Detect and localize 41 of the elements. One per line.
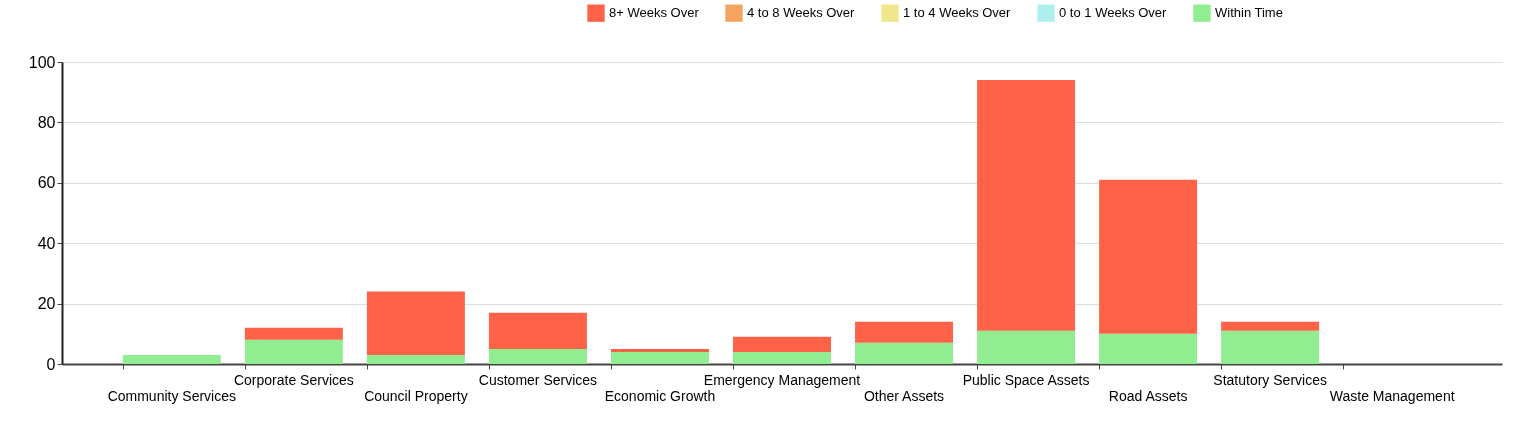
- bar: [610, 348, 709, 352]
- bar: [244, 327, 343, 340]
- bar: [855, 321, 954, 343]
- bar: [122, 354, 221, 364]
- bar: [1221, 321, 1320, 331]
- legend-label: 0 to 1 Weeks Over: [1059, 5, 1168, 21]
- bar: [855, 342, 954, 364]
- bar: [1221, 330, 1320, 364]
- x-tick-label: Customer Services: [478, 371, 598, 388]
- y-tick-label: 60: [37, 174, 56, 192]
- x-tick-label: Council Property: [364, 387, 468, 404]
- bar: [610, 351, 709, 364]
- x-tick-label: Road Assets: [1108, 387, 1188, 404]
- y-tick-label: 0: [46, 355, 56, 373]
- x-tick-label: Waste Management: [1329, 387, 1455, 404]
- legend-label: Within Time: [1215, 5, 1283, 21]
- x-tick-label: Other Assets: [863, 387, 945, 404]
- x-tick-label: Public Space Assets: [962, 371, 1090, 388]
- x-tick-label: Statutory Services: [1213, 371, 1327, 388]
- y-tick-label: 20: [37, 295, 56, 313]
- bar: [488, 348, 587, 364]
- x-tick-label: Emergency Management: [703, 371, 861, 388]
- bar: [488, 312, 587, 349]
- bar: [977, 330, 1076, 364]
- bar: [977, 80, 1076, 331]
- y-tick-label: 100: [28, 53, 56, 71]
- bar: [366, 291, 465, 355]
- bar: [244, 339, 343, 364]
- bar: [1099, 179, 1198, 334]
- x-tick-label: Corporate Services: [233, 371, 354, 388]
- y-tick-label: 40: [37, 234, 56, 252]
- x-tick-label: Community Services: [107, 387, 237, 404]
- bar: [733, 336, 831, 352]
- bar: [1099, 333, 1198, 364]
- legend-label: 4 to 8 Weeks Over: [747, 5, 856, 21]
- legend-label: 1 to 4 Weeks Over: [903, 5, 1012, 21]
- bar: [733, 351, 831, 364]
- x-tick-label: Economic Growth: [604, 387, 716, 404]
- y-tick-label: 80: [37, 113, 56, 131]
- bar: [366, 354, 465, 364]
- legend-label: 8+ Weeks Over: [609, 5, 700, 21]
